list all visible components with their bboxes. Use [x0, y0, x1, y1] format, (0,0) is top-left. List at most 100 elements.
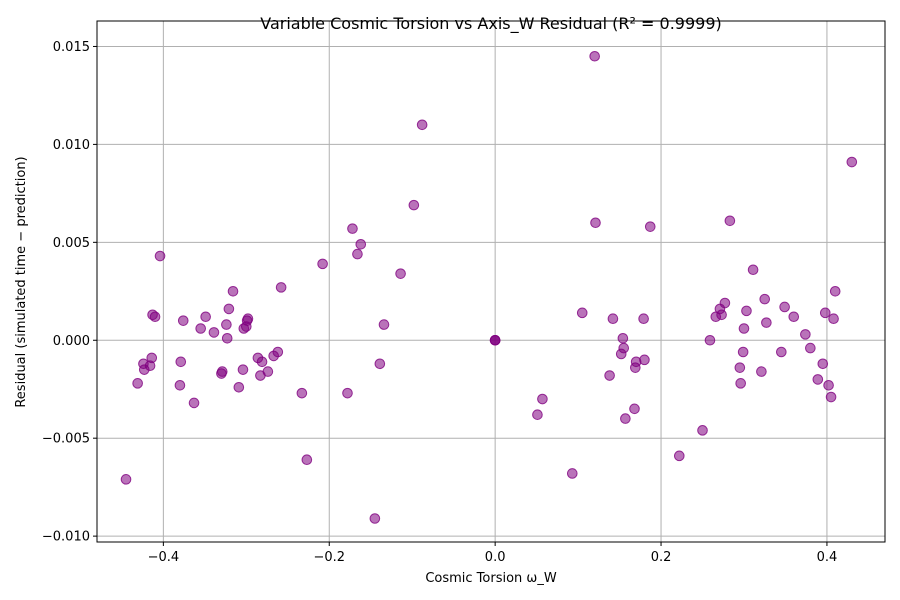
data-point: [825, 391, 837, 403]
data-point: [223, 303, 235, 315]
data-point: [355, 238, 367, 250]
data-point: [846, 156, 858, 168]
data-point: [256, 356, 268, 368]
data-point: [208, 327, 220, 338]
data-point: [149, 311, 161, 323]
data-point: [639, 354, 650, 366]
x-tick-label: 0.2: [651, 550, 672, 565]
data-point: [823, 380, 834, 391]
data-point: [724, 215, 736, 227]
data-point: [617, 333, 629, 344]
data-point: [759, 293, 771, 305]
data-point: [537, 393, 548, 405]
data-point: [188, 397, 200, 409]
data-point: [629, 403, 640, 415]
data-point: [237, 364, 249, 375]
data-point: [146, 352, 158, 364]
y-tick-label: 0.015: [53, 40, 90, 55]
data-point: [817, 358, 829, 370]
x-tick-label: −0.4: [148, 550, 180, 565]
data-point: [195, 323, 206, 334]
data-point: [704, 334, 716, 346]
data-point: [347, 223, 358, 234]
data-point: [747, 264, 759, 276]
data-point: [242, 313, 254, 325]
grid-layer: [97, 21, 885, 542]
data-point: [620, 413, 631, 424]
data-point: [800, 329, 811, 340]
data-point: [395, 268, 406, 279]
ticks-layer: −0.4 −0.2 0.0 0.2 0.4 −0.010 −0.005 0.000 0.005 0…: [42, 40, 837, 565]
data-point: [607, 313, 619, 325]
x-tick-label: 0.0: [485, 550, 506, 565]
y-tick-label: 0.000: [53, 334, 90, 349]
plot-frame: [96, 20, 886, 543]
y-tick-label: 0.005: [53, 236, 90, 251]
data-point: [317, 258, 328, 270]
data-point: [644, 221, 656, 232]
data-point: [604, 370, 615, 381]
data-point: [829, 285, 841, 297]
data-point: [489, 334, 501, 346]
data-point: [301, 454, 313, 466]
data-point: [576, 307, 588, 319]
data-point: [566, 468, 578, 479]
data-point: [378, 319, 390, 330]
data-point: [738, 323, 750, 334]
y-tick-label: 0.010: [53, 138, 90, 153]
data-point: [756, 366, 767, 377]
data-point: [638, 313, 649, 325]
x-tick-label: 0.4: [817, 550, 838, 565]
data-point: [776, 346, 787, 358]
data-point: [761, 317, 772, 328]
data-point: [735, 378, 746, 389]
x-tick-label: −0.2: [313, 550, 345, 565]
data-point: [272, 346, 284, 358]
data-point: [741, 305, 752, 317]
data-point: [352, 248, 363, 260]
data-point: [416, 119, 428, 131]
data-point: [408, 199, 420, 211]
data-point: [296, 387, 308, 399]
data-point: [374, 358, 386, 370]
y-tick-label: −0.005: [42, 432, 90, 447]
data-point: [719, 297, 731, 309]
data-point: [734, 362, 746, 373]
points-layer: [120, 50, 858, 524]
data-point: [673, 450, 685, 462]
data-point: [812, 374, 824, 385]
data-point: [716, 309, 727, 321]
data-point: [369, 513, 381, 524]
data-point: [175, 356, 187, 368]
data-point: [177, 315, 189, 326]
data-point: [589, 50, 600, 62]
data-point: [697, 425, 708, 436]
data-point: [342, 387, 353, 399]
data-point: [132, 378, 143, 389]
data-point: [590, 217, 601, 229]
data-point: [737, 346, 749, 358]
data-point: [618, 342, 630, 354]
data-point: [275, 282, 287, 293]
data-point: [233, 381, 245, 393]
data-point: [120, 474, 132, 485]
data-point: [154, 250, 166, 262]
x-axis-label: Cosmic Torsion ω_W: [425, 571, 556, 586]
data-point: [216, 366, 228, 377]
data-point: [805, 342, 816, 354]
data-point: [227, 285, 239, 297]
y-axis-label: Residual (simulated time − prediction): [14, 156, 29, 407]
data-point: [788, 311, 800, 323]
data-point: [262, 366, 274, 377]
data-point: [828, 313, 839, 325]
data-point: [779, 301, 790, 313]
data-point: [532, 409, 543, 420]
data-point: [221, 333, 233, 344]
data-point: [819, 307, 831, 319]
chart-title: Variable Cosmic Torsion vs Axis_W Residu…: [260, 14, 722, 34]
data-point: [174, 380, 186, 391]
data-point: [221, 319, 232, 330]
y-tick-label: −0.010: [42, 530, 90, 545]
data-point: [200, 311, 211, 323]
